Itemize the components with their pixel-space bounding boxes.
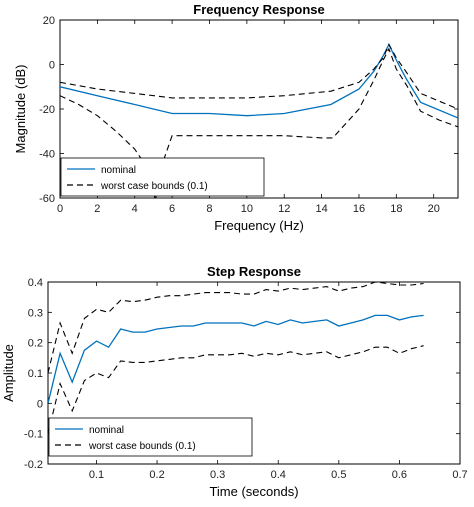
x-tick-label: 12 xyxy=(278,203,290,215)
step-response-ticks: 0.1 0.2 0.3 0.4 0.5 0.6 0.7 -0.2 -0.1 0 0.1 0.2 0.3 0… xyxy=(24,277,468,481)
legend-nominal-label: nominal xyxy=(89,425,124,436)
x-tick-label: 20 xyxy=(428,203,440,215)
y-tick-label: -0.1 xyxy=(24,429,43,441)
legend-nominal-label: nominal xyxy=(101,165,136,176)
series-nominal-line xyxy=(60,43,458,119)
x-tick-label: 0.5 xyxy=(331,469,346,481)
frequency-response-plot: 0 2 4 6 8 10 12 14 16 18 20 -60 -40 -20 0 20 Frequency … xyxy=(13,2,459,233)
y-tick-label: -20 xyxy=(39,104,55,116)
series-upper-bound-line xyxy=(60,43,458,110)
y-tick-label: -60 xyxy=(39,193,55,205)
y-tick-label: 0.3 xyxy=(28,307,43,319)
x-tick-label: 0.7 xyxy=(452,469,467,481)
series-lower-bound-line xyxy=(60,47,458,198)
series-lower-bound-line xyxy=(48,345,424,434)
y-tick-label: 0 xyxy=(49,60,55,72)
step-response-title: Step Response xyxy=(207,264,301,279)
step-response-legend: nominal worst case bounds (0.1) xyxy=(48,417,253,457)
frequency-response-series xyxy=(60,43,458,198)
step-response-legend-box xyxy=(48,417,253,457)
legend-bounds-label: worst case bounds (0.1) xyxy=(88,441,196,452)
y-tick-label: -0.2 xyxy=(24,459,43,471)
y-tick-label: 0.1 xyxy=(28,368,43,380)
step-response-plot: 0.1 0.2 0.3 0.4 0.5 0.6 0.7 -0.2 -0.1 0 0.1 0.2 0.3 0… xyxy=(1,264,468,499)
step-response-series xyxy=(48,282,424,434)
x-tick-label: 0.1 xyxy=(89,469,104,481)
frequency-response-ticks: 0 2 4 6 8 10 12 14 16 18 20 -60 -40 -20 0 20 xyxy=(39,15,458,215)
legend-bounds-label: worst case bounds (0.1) xyxy=(100,181,208,192)
frequency-response-legend-box xyxy=(60,157,265,197)
frequency-response-xlabel: Frequency (Hz) xyxy=(214,218,304,233)
x-tick-label: 18 xyxy=(390,203,402,215)
y-tick-label: 0.2 xyxy=(28,338,43,350)
x-tick-label: 0.2 xyxy=(149,469,164,481)
step-response-ylabel: Amplitude xyxy=(1,344,16,402)
x-tick-label: 6 xyxy=(169,203,175,215)
y-tick-label: 0 xyxy=(37,398,43,410)
x-tick-label: 0.3 xyxy=(210,469,225,481)
x-tick-label: 0.4 xyxy=(271,469,286,481)
x-tick-label: 2 xyxy=(94,203,100,215)
x-tick-label: 8 xyxy=(206,203,212,215)
y-tick-label: 0.4 xyxy=(28,277,43,289)
frequency-response-legend: nominal worst case bounds (0.1) xyxy=(60,157,265,197)
frequency-response-title: Frequency Response xyxy=(193,2,325,17)
series-nominal-line xyxy=(48,314,424,404)
x-tick-label: 16 xyxy=(353,203,365,215)
series-upper-bound-line xyxy=(48,282,424,374)
y-tick-label: -40 xyxy=(39,149,55,161)
x-tick-label: 0 xyxy=(57,203,63,215)
y-tick-label: 20 xyxy=(43,15,55,27)
frequency-response-ylabel: Magnitude (dB) xyxy=(13,65,28,154)
x-tick-label: 4 xyxy=(132,203,138,215)
x-tick-label: 0.6 xyxy=(392,469,407,481)
x-tick-label: 14 xyxy=(315,203,327,215)
x-tick-label: 10 xyxy=(241,203,253,215)
step-response-xlabel: Time (seconds) xyxy=(209,484,298,499)
